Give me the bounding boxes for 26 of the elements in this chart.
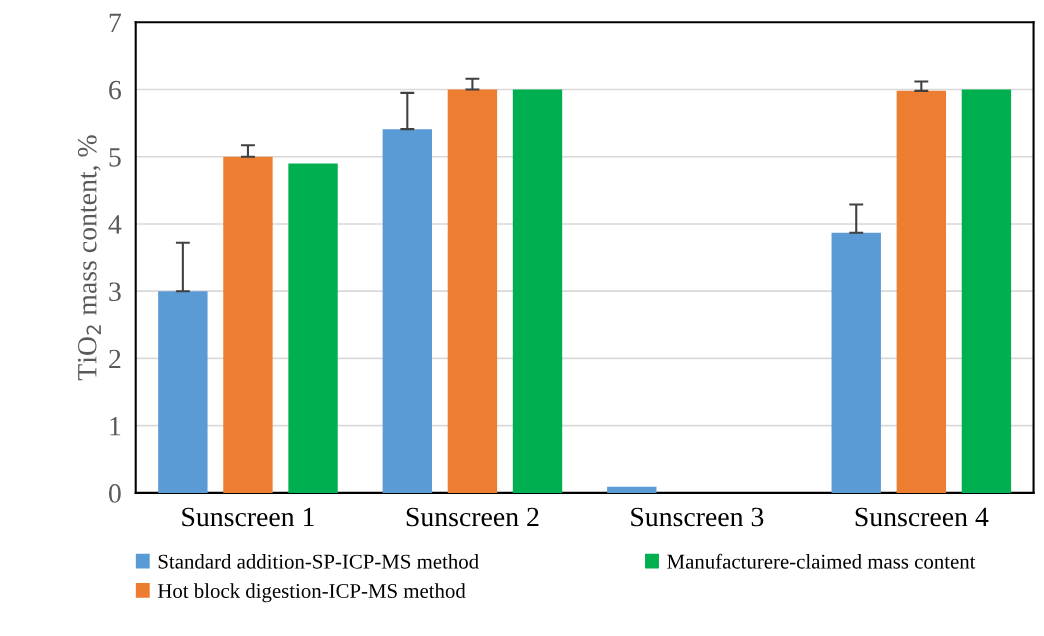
x-tick-label: Sunscreen 3 [631, 507, 764, 527]
bar [382, 129, 433, 493]
y-tick-label: 5 [109, 148, 121, 167]
y-tick-label: 4 [108, 215, 122, 234]
y-tick-label: 3 [109, 282, 121, 302]
bar [512, 89, 563, 493]
bar [158, 291, 208, 493]
bar [288, 163, 338, 493]
legend-label: Standard addition-SP-ICP-MS method [158, 554, 479, 569]
bar [831, 232, 881, 493]
y-tick-label: 6 [109, 80, 121, 100]
bar [896, 90, 947, 493]
y-tick-label: 1 [110, 416, 121, 436]
legend-label: Manufacturere-claimed mass content [667, 553, 976, 569]
y-axis-title: TiO$_{2}$ mass content, % [77, 135, 101, 381]
bar [607, 486, 657, 493]
y-tick-label: 7 [109, 13, 122, 32]
x-tick-label: Sunscreen 2 [406, 507, 539, 527]
bar [223, 156, 273, 493]
x-tick-label: Sunscreen 4 [855, 507, 989, 527]
legend-label: Hot block digestion-ICP-MS method [157, 583, 466, 603]
bar [447, 89, 498, 493]
x-tick-label: Sunscreen 1 [182, 507, 314, 527]
bar [961, 89, 1012, 493]
y-tick-label: 2 [109, 349, 121, 369]
y-tick-label: 0 [109, 484, 121, 503]
